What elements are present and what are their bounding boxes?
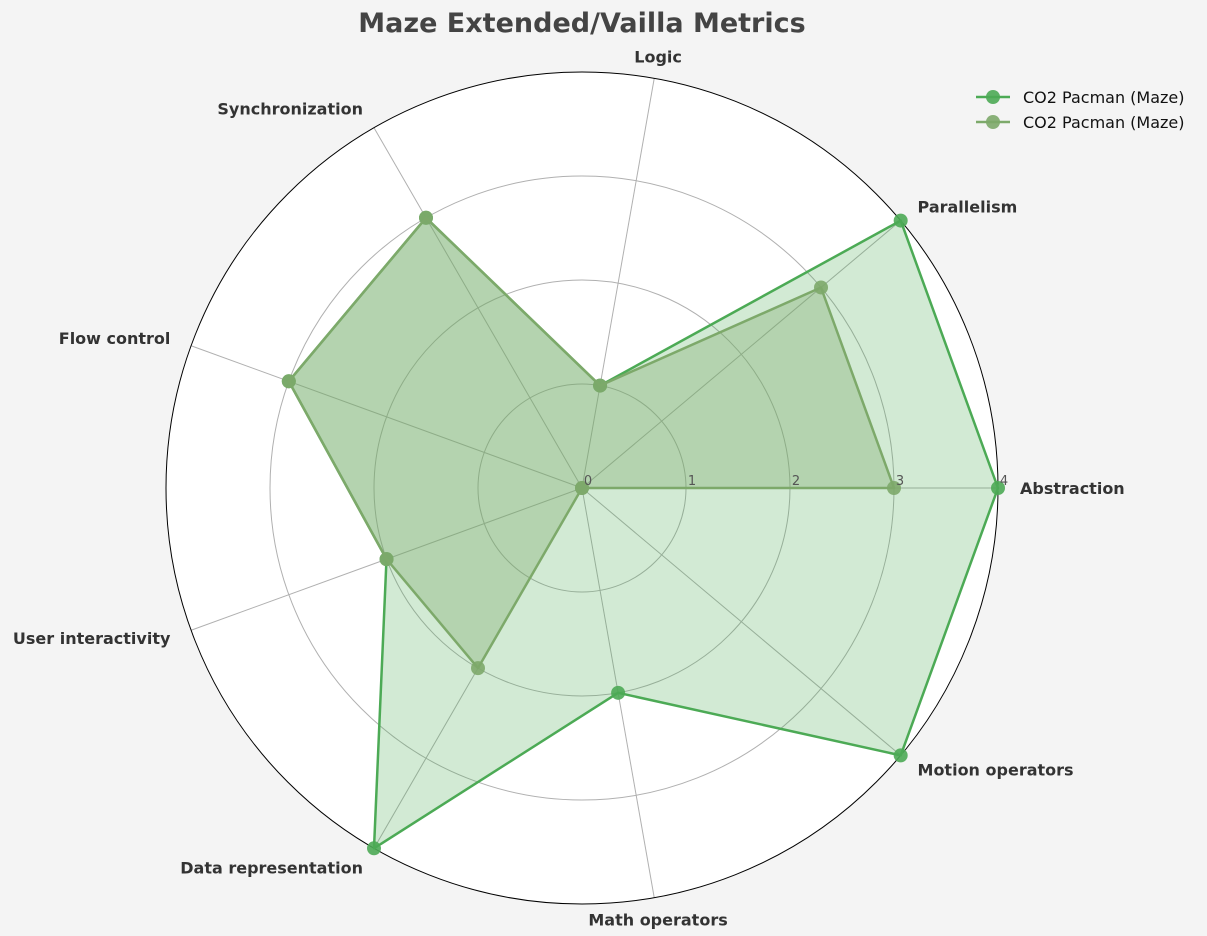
radial-tick-label: 2 xyxy=(792,474,800,489)
grid-spoke xyxy=(581,78,655,489)
legend-label: CO2 Pacman (Maze) xyxy=(1023,113,1185,132)
data-point xyxy=(379,552,394,567)
grid-spoke xyxy=(581,220,901,489)
data-point xyxy=(575,481,589,495)
grid-spoke xyxy=(581,487,901,756)
data-point xyxy=(281,374,296,389)
chart-title: Maze Extended/Vailla Metrics xyxy=(358,8,805,39)
data-point xyxy=(611,685,626,700)
data-point xyxy=(471,661,485,676)
data-point xyxy=(887,481,901,495)
radial-tick-label: 3 xyxy=(896,474,904,489)
series-area xyxy=(288,217,894,669)
legend-marker xyxy=(986,90,1000,104)
axis-label: Data representation xyxy=(180,858,363,877)
axis-label: User interactivity xyxy=(13,629,171,648)
axis-label: Abstraction xyxy=(1020,479,1125,498)
data-point xyxy=(893,748,908,763)
radial-tick-label: 0 xyxy=(584,474,592,489)
data-point xyxy=(814,280,829,295)
radial-tick-label: 1 xyxy=(688,474,696,489)
data-point xyxy=(991,481,1005,495)
legend: CO2 Pacman (Maze) CO2 Pacman (Maze) xyxy=(976,88,1185,132)
axis-label: Synchronization xyxy=(217,100,363,119)
radial-tick-label: 4 xyxy=(1000,474,1008,489)
data-point xyxy=(419,210,433,225)
radial-ticks: 0 1 2 3 4 xyxy=(584,474,1008,489)
series-layer xyxy=(281,210,1005,856)
axis-label: Logic xyxy=(634,48,682,67)
legend-label: CO2 Pacman (Maze) xyxy=(1023,88,1185,107)
axis-label: Flow control xyxy=(59,329,171,348)
axis-label: Parallelism xyxy=(918,197,1018,216)
data-point xyxy=(893,213,908,228)
axis-label: Math operators xyxy=(588,910,727,929)
legend-marker xyxy=(986,115,1000,129)
axis-label: Motion operators xyxy=(918,761,1074,780)
data-point xyxy=(367,841,381,856)
grid-spoke xyxy=(373,127,583,489)
series-area xyxy=(288,217,998,849)
data-point xyxy=(593,378,608,393)
axis-labels: Abstraction Parallelism Logic Synchronizati… xyxy=(13,48,1125,930)
grid-spoke xyxy=(190,345,583,489)
